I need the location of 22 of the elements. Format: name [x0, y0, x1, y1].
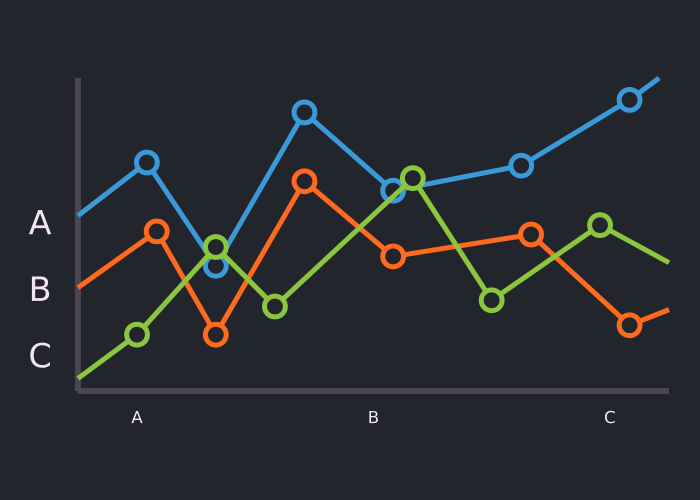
point: [478, 287, 505, 314]
x-tick-label: B: [369, 410, 378, 424]
point: [508, 152, 534, 179]
text: A: [28, 210, 52, 234]
point: [587, 212, 613, 238]
point: [380, 243, 406, 270]
point: [292, 168, 318, 194]
x-tick-label: C: [605, 410, 615, 424]
point: [616, 312, 642, 338]
point: [292, 100, 318, 126]
point: [202, 234, 229, 260]
point: [400, 165, 426, 192]
point: [616, 86, 642, 113]
point: [518, 222, 544, 248]
point: [134, 150, 160, 176]
point: [202, 322, 229, 348]
point: [124, 322, 150, 348]
x-tick-label: A: [131, 410, 143, 424]
text: B: [32, 276, 50, 301]
point: [262, 294, 288, 320]
text: C: [30, 342, 50, 368]
point: [144, 218, 170, 244]
